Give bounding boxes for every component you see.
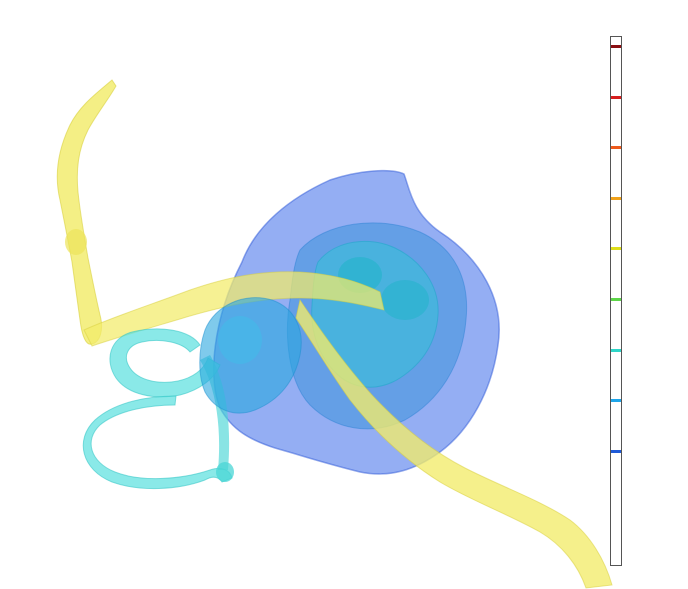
semicircular-canal-lower xyxy=(82,395,233,489)
nerve-canal-upper xyxy=(56,79,117,345)
tick-red xyxy=(611,95,621,99)
color-scale-bar xyxy=(610,36,622,566)
nerve-canal-horizontal xyxy=(83,271,385,347)
nerve-canal-lower xyxy=(295,298,613,589)
vestibule-highlight xyxy=(218,316,262,364)
tick-dark-red xyxy=(611,45,621,48)
vestibule-body xyxy=(199,297,302,414)
tick-sky-blue xyxy=(611,399,621,403)
tick-blue xyxy=(611,449,621,453)
canal-junction xyxy=(216,462,234,482)
tick-cyan xyxy=(611,348,621,352)
tick-orange xyxy=(611,196,621,200)
tick-red-orange xyxy=(611,146,621,150)
tick-green xyxy=(611,298,621,301)
cochlea-apex xyxy=(381,280,429,320)
nerve-canal-node xyxy=(65,229,87,255)
tick-yellow xyxy=(611,247,621,251)
